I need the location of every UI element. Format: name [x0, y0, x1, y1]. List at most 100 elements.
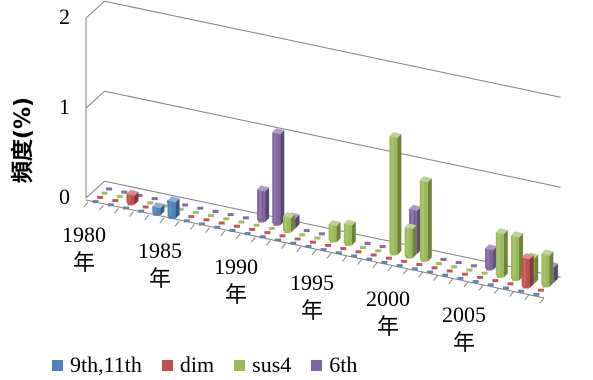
x-tick-mark — [494, 288, 498, 293]
x-tick-mark — [373, 263, 377, 268]
bar-highlight — [285, 217, 287, 229]
floor-mark — [188, 215, 194, 218]
gridline — [105, 1, 561, 97]
x-tick-mark — [221, 231, 225, 236]
floor-mark — [371, 254, 377, 257]
floor-mark — [295, 238, 301, 241]
x-tick-label-suffix: 年 — [225, 282, 247, 307]
side-gridline — [86, 181, 105, 198]
bar-side — [428, 178, 432, 261]
bar — [511, 231, 523, 280]
floor-mark — [386, 257, 392, 260]
bar-side — [280, 130, 284, 225]
floor-mark — [492, 279, 498, 282]
x-tick-mark — [510, 292, 514, 297]
floor-mark — [208, 214, 214, 217]
bar — [152, 202, 164, 215]
bar-highlight — [129, 195, 131, 202]
floor-mark — [310, 241, 316, 244]
floor-mark — [416, 263, 422, 266]
x-tick-mark — [327, 253, 331, 258]
bar-highlight — [259, 190, 261, 219]
bar — [329, 220, 341, 242]
y-tick-label: 0 — [59, 184, 70, 209]
y-axis-label: 頻度(%) — [10, 97, 36, 183]
floor-mark — [432, 266, 438, 269]
x-tick-label: 1985 — [138, 238, 182, 263]
x-tick-mark — [449, 279, 453, 284]
x-tick-mark — [403, 269, 407, 274]
floor-mark — [360, 246, 366, 249]
floor-mark — [375, 249, 381, 252]
legend-item: dim — [162, 352, 214, 378]
x-tick-mark — [525, 295, 529, 300]
x-tick-label-suffix: 年 — [453, 330, 475, 355]
x-tick-mark — [99, 205, 103, 210]
bar — [272, 128, 284, 225]
floor-mark — [112, 199, 118, 202]
gridline — [105, 91, 561, 187]
floor-mark — [456, 261, 462, 264]
floor-mark — [106, 188, 112, 191]
floor-mark — [269, 227, 275, 230]
floor-mark — [325, 244, 331, 247]
bar-side — [413, 225, 417, 258]
floor-mark — [264, 231, 270, 234]
floor-mark — [182, 204, 188, 207]
x-tick-mark — [236, 234, 240, 239]
legend-label: 6th — [329, 352, 357, 378]
x-tick-mark — [282, 244, 286, 249]
bar-highlight — [170, 201, 172, 215]
x-tick-label-suffix: 年 — [301, 298, 323, 323]
floor-mark — [304, 229, 310, 232]
bar-side — [530, 255, 534, 288]
legend-item: 6th — [311, 352, 357, 378]
x-tick-mark — [479, 285, 483, 290]
side-gridline — [86, 91, 105, 108]
legend-swatch — [162, 360, 173, 371]
x-tick-mark — [266, 240, 270, 245]
x-tick-mark — [342, 256, 346, 261]
floor-mark — [143, 206, 149, 209]
bar-highlight — [331, 225, 333, 239]
y-tick-label: 1 — [59, 94, 70, 119]
floor-mark — [451, 265, 457, 268]
legend-label: 9th,11th — [70, 352, 142, 378]
floor-mark — [280, 234, 286, 237]
floor-mark — [223, 217, 229, 220]
x-tick-mark — [464, 282, 468, 287]
x-tick-mark — [130, 212, 134, 217]
x-tick-mark — [540, 298, 544, 303]
floor-mark — [447, 270, 453, 273]
bar-highlight — [274, 133, 276, 222]
bar — [389, 132, 401, 255]
floor-mark — [471, 264, 477, 267]
floor-mark — [441, 258, 447, 261]
x-tick-label: 2000 — [366, 286, 410, 311]
x-tick-mark — [312, 250, 316, 255]
floor-mark — [254, 224, 260, 227]
legend-label: sus4 — [252, 352, 291, 378]
x-tick-label-suffix: 年 — [73, 250, 95, 275]
bar-highlight — [513, 236, 515, 277]
floor-mark — [121, 191, 127, 194]
bar-side — [352, 222, 356, 246]
floor-mark — [117, 195, 123, 198]
bar-side — [549, 252, 553, 288]
floor-mark — [436, 262, 442, 265]
legend-swatch — [311, 360, 322, 371]
x-tick-label-suffix: 年 — [149, 266, 171, 291]
bar — [485, 244, 497, 270]
bar — [420, 176, 432, 261]
legend-swatch — [52, 360, 63, 371]
x-tick-mark — [434, 276, 438, 281]
floor-mark — [249, 228, 255, 231]
legend-item: 9th,11th — [52, 352, 142, 378]
floor-mark — [538, 289, 544, 292]
bar-highlight — [487, 249, 489, 267]
floor-mark — [102, 192, 108, 195]
x-tick-label: 1990 — [214, 254, 258, 279]
bar — [405, 223, 417, 258]
